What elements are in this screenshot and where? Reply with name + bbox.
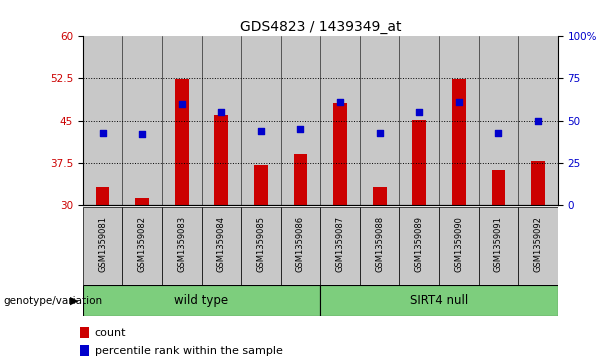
Bar	[215, 115, 228, 205]
Text: GSM1359081: GSM1359081	[98, 216, 107, 272]
Bar	[162, 207, 202, 285]
Bar	[202, 36, 241, 205]
Bar	[254, 164, 268, 205]
Bar	[479, 207, 518, 285]
Bar	[518, 207, 558, 285]
Bar	[162, 36, 202, 205]
Bar	[439, 207, 479, 285]
Text: count: count	[94, 327, 126, 338]
Bar	[413, 119, 426, 205]
Point	[454, 99, 464, 105]
Title: GDS4823 / 1439349_at: GDS4823 / 1439349_at	[240, 20, 401, 34]
Bar	[202, 207, 241, 285]
Bar	[439, 36, 479, 205]
Point	[533, 118, 543, 123]
Bar	[123, 36, 162, 205]
Point	[216, 109, 226, 115]
Point	[97, 130, 107, 135]
Bar	[96, 187, 110, 205]
Text: GSM1359088: GSM1359088	[375, 216, 384, 273]
Text: GSM1359089: GSM1359089	[415, 216, 424, 272]
Bar	[321, 285, 558, 316]
Text: GSM1359092: GSM1359092	[533, 216, 543, 272]
Bar	[241, 207, 281, 285]
Bar	[241, 36, 281, 205]
Bar	[518, 36, 558, 205]
Point	[493, 130, 503, 135]
Bar	[400, 207, 439, 285]
Text: GSM1359085: GSM1359085	[256, 216, 265, 272]
Bar	[123, 207, 162, 285]
Bar	[281, 36, 321, 205]
Bar	[360, 207, 400, 285]
Point	[177, 101, 186, 107]
Text: GSM1359090: GSM1359090	[454, 216, 463, 272]
Point	[256, 128, 266, 134]
Text: SIRT4 null: SIRT4 null	[410, 294, 468, 307]
Text: ▶: ▶	[70, 295, 78, 306]
Text: GSM1359086: GSM1359086	[296, 216, 305, 273]
Text: GSM1359083: GSM1359083	[177, 216, 186, 273]
Bar	[281, 207, 321, 285]
Bar	[80, 327, 89, 338]
Point	[295, 126, 305, 132]
Bar	[479, 36, 518, 205]
Point	[335, 99, 345, 105]
Bar	[373, 187, 387, 205]
Point	[137, 131, 147, 137]
Bar	[321, 36, 360, 205]
Bar	[531, 161, 545, 205]
Text: GSM1359087: GSM1359087	[335, 216, 345, 273]
Bar	[80, 345, 89, 356]
Bar	[360, 36, 400, 205]
Text: genotype/variation: genotype/variation	[3, 295, 102, 306]
Bar	[135, 198, 149, 205]
Bar	[175, 79, 189, 205]
Bar	[333, 103, 347, 205]
Bar	[452, 79, 466, 205]
Bar	[492, 170, 505, 205]
Bar	[321, 207, 360, 285]
Bar	[83, 36, 123, 205]
Text: GSM1359084: GSM1359084	[217, 216, 226, 272]
Bar	[294, 155, 308, 205]
Point	[414, 109, 424, 115]
Text: percentile rank within the sample: percentile rank within the sample	[94, 346, 283, 356]
Bar	[400, 36, 439, 205]
Bar	[83, 285, 321, 316]
Point	[375, 130, 384, 135]
Bar	[83, 207, 123, 285]
Text: GSM1359082: GSM1359082	[138, 216, 147, 272]
Text: wild type: wild type	[175, 294, 229, 307]
Text: GSM1359091: GSM1359091	[494, 216, 503, 272]
